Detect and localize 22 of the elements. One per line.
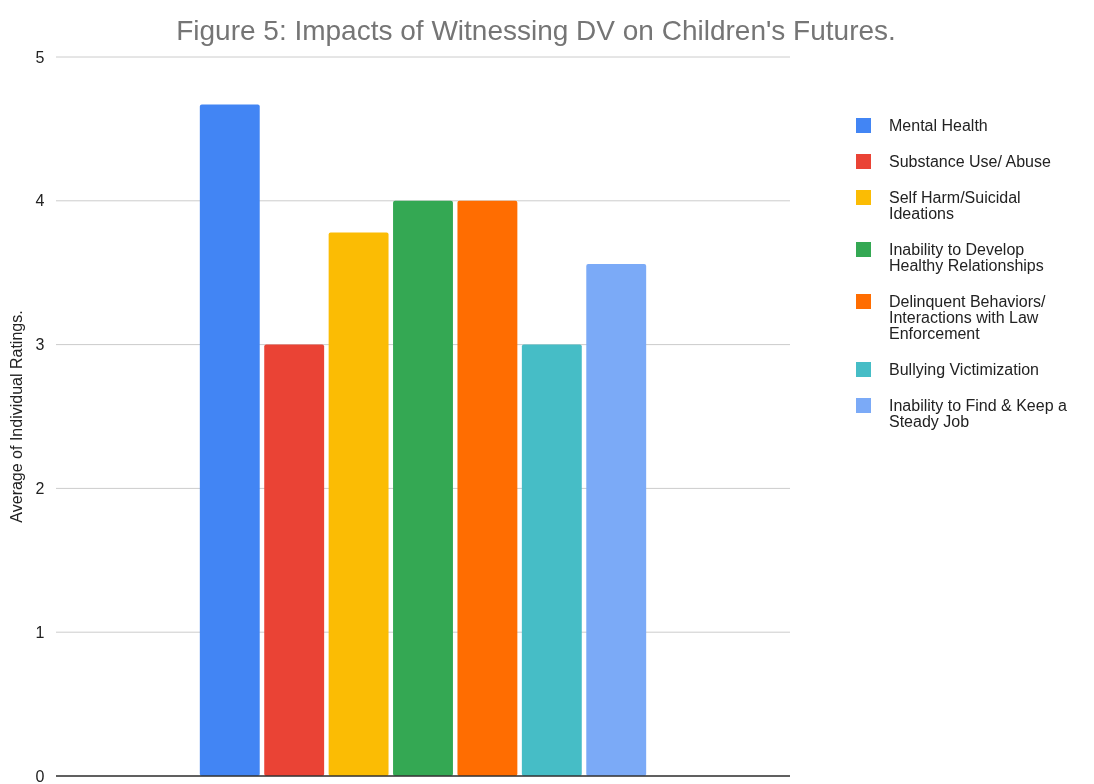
y-tick-label: 1 (35, 623, 45, 641)
y-tick-label: 5 (35, 48, 45, 66)
legend-label: Bullying Victimization (889, 361, 1039, 378)
legend-label: Inability to Find & Keep a Steady Job (889, 397, 1067, 430)
bar (264, 344, 325, 776)
legend-label: Self Harm/Suicidal Ideations (889, 189, 1021, 222)
legend-label: Inability to Develop Healthy Relationships (889, 241, 1044, 274)
legend-label: Substance Use/ Abuse (889, 153, 1051, 170)
bar (457, 200, 518, 776)
y-tick-label: 0 (35, 767, 45, 784)
y-axis-title: Average of Individual Ratings. (8, 310, 25, 523)
bar (521, 344, 582, 776)
y-tick-label: 3 (35, 336, 45, 354)
bar (586, 264, 647, 776)
legend-label: Mental Health (889, 117, 988, 134)
bar (393, 200, 453, 776)
bar (328, 232, 389, 776)
bar (199, 104, 260, 776)
legend-label: Delinquent Behaviors/ Interactions with Law Enforcement (889, 293, 1047, 342)
y-tick-label: 4 (35, 192, 45, 210)
y-tick-label: 2 (35, 480, 45, 497)
chart-title: Figure 5: Impacts of Witnessing DV on Children's Futures. (176, 15, 896, 46)
